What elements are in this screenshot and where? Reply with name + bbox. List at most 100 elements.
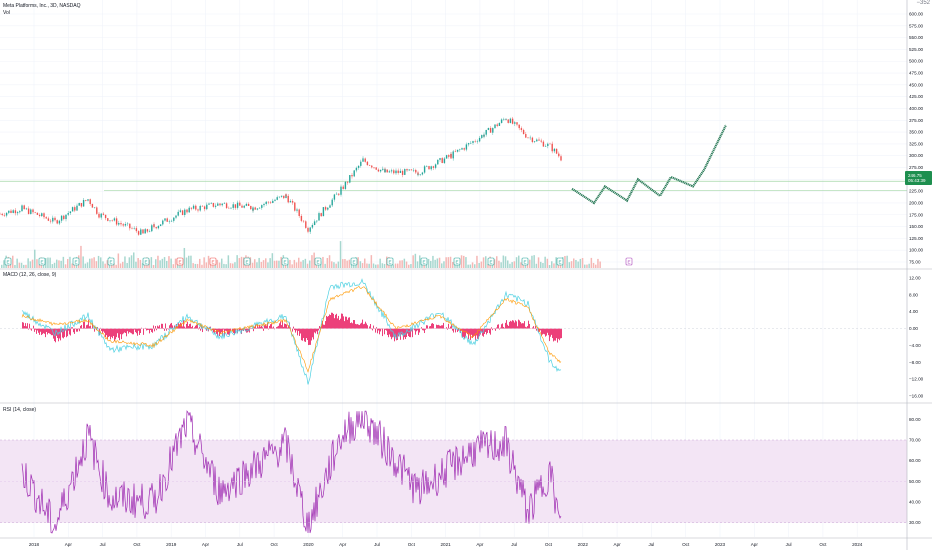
volume-bar (555, 257, 557, 268)
earnings-flag-box (487, 257, 495, 266)
macd-histogram-bar (30, 328, 31, 330)
candle-body (208, 203, 210, 205)
volume-bar (559, 263, 562, 268)
volume-bar (157, 255, 159, 268)
macd-histogram-bar (560, 328, 561, 339)
volume-bar (548, 264, 551, 268)
candle-body (21, 207, 23, 212)
earnings-flag[interactable]: E (350, 257, 358, 266)
earnings-flag[interactable]: E (556, 257, 564, 266)
current-price: 246.75 (908, 173, 922, 178)
macd-histogram-bar (134, 328, 135, 330)
macd-histogram-bar (360, 323, 361, 329)
volume-bar (304, 258, 307, 268)
macd-histogram-bar (153, 325, 154, 329)
volume-bar (62, 256, 65, 268)
rsi-tick-label: 80.00 (909, 417, 921, 422)
volume-bar (410, 264, 412, 268)
macd-histogram-bar (59, 328, 60, 339)
macd-histogram-bar (504, 327, 505, 329)
macd-histogram-bar (249, 328, 250, 333)
macd-histogram-bar (311, 328, 312, 341)
time-axis[interactable]: 2018 Apr Jul Oct 2019 Apr Jul Oct 2020 Apr Jul Oct 2… (29, 542, 863, 547)
candle-body (525, 134, 527, 138)
candle-body (129, 223, 131, 229)
candle-body (91, 203, 94, 208)
earnings-flag[interactable]: E (209, 257, 217, 266)
earnings-flag[interactable]: E (142, 257, 150, 266)
volume-bar (58, 260, 60, 268)
macd-histogram-bar (74, 328, 75, 334)
earnings-flag-label: E (211, 260, 214, 265)
volume-bar (73, 264, 76, 268)
macd-histogram-bar (452, 328, 453, 331)
macd-histogram-bar (423, 328, 424, 331)
macd-axis[interactable]: 12.00 8.00 4.00 0.00 −4.00 −8.00 −12.00 −16.00 (909, 276, 924, 399)
earnings-flag[interactable]: E (521, 257, 529, 266)
earnings-flag[interactable]: E (487, 257, 495, 266)
symbol-title[interactable]: Meta Platforms, Inc., 3D, NASDAQ (3, 3, 81, 9)
volume-bar (570, 261, 573, 268)
volume-bar (445, 257, 447, 268)
macd-histogram-bar (468, 328, 469, 340)
volume-bar (199, 258, 201, 268)
volume-bar (421, 263, 423, 268)
volume-bar (529, 259, 531, 268)
earnings-flag[interactable]: E (72, 257, 80, 266)
earnings-flag[interactable]: E (38, 257, 46, 266)
macd-histogram-bar (161, 323, 162, 329)
candle-body (476, 141, 479, 142)
volume-bar (328, 255, 331, 268)
volume-bar (36, 259, 38, 268)
price-axis[interactable]: 600.00 575.00 550.00 525.00 500.00 475.00 450.… (909, 12, 923, 265)
macd-histogram-bar (47, 328, 48, 335)
macd-histogram-bar (182, 326, 183, 329)
candle-body (287, 195, 289, 203)
macd-histogram-bar (122, 328, 123, 335)
symbol-legend[interactable]: Meta Platforms, Inc., 3D, NASDAQ Vol (3, 3, 81, 17)
volume-bar (381, 263, 384, 268)
macd-histogram-bar (290, 327, 291, 329)
candle-body (102, 213, 105, 215)
rsi-axis[interactable]: 80.00 70.00 60.00 50.00 40.00 30.00 (909, 417, 921, 525)
earnings-flag-box (107, 257, 115, 266)
volume-legend[interactable]: Vol (3, 10, 10, 16)
macd-histogram-bar (196, 324, 197, 329)
earnings-flag[interactable]: E (4, 257, 12, 266)
macd-legend[interactable]: MACD (12, 26, close, 9) (3, 272, 57, 278)
macd-histogram (0, 312, 907, 346)
earnings-flag[interactable]: E (243, 257, 251, 266)
macd-histogram-bar (387, 328, 388, 336)
candle-body (395, 170, 397, 174)
volume-bar (372, 263, 375, 268)
candle-body (197, 209, 199, 211)
earnings-flag[interactable]: E (281, 257, 289, 266)
earnings-flag[interactable]: E (420, 257, 428, 266)
volume-bar (95, 261, 98, 268)
macd-histogram-bar (334, 318, 335, 329)
candle-body (421, 172, 424, 175)
rsi-legend[interactable]: RSI (14, close) (3, 407, 37, 413)
projection-path[interactable] (571, 124, 727, 205)
earnings-flag[interactable]: E (176, 257, 184, 266)
macd-histogram-bar (225, 328, 226, 331)
price-tick-label: 400.00 (909, 106, 923, 111)
candle-body (340, 188, 342, 195)
macd-histogram-bar (430, 325, 431, 329)
earnings-flag[interactable]: E (314, 257, 322, 266)
candle-body (217, 203, 219, 206)
earnings-flag[interactable]: E (107, 257, 115, 266)
earnings-flag[interactable]: E (386, 257, 394, 266)
macd-histogram-bar (195, 325, 196, 329)
volume-bar (291, 264, 293, 268)
macd-histogram-bar (23, 322, 24, 329)
earnings-flag[interactable]: E (453, 257, 461, 266)
volume-bar (449, 256, 452, 268)
rsi-tick-label: 70.00 (909, 438, 921, 443)
candle-body (252, 207, 254, 211)
earnings-flag[interactable]: E (625, 257, 633, 266)
macd-histogram-bar (145, 327, 146, 329)
candle-body (221, 203, 223, 206)
